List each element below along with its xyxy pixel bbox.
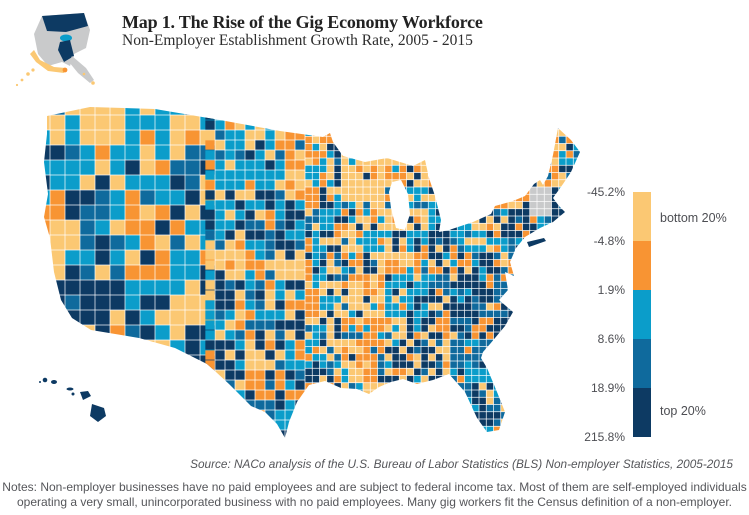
legend-tick: -45.2% <box>586 185 625 199</box>
legend-label-top20: top 20% <box>660 404 706 418</box>
legend-tick: 215.8% <box>584 430 625 444</box>
legend-tick: 8.6% <box>597 332 625 346</box>
legend-swatch <box>633 290 651 339</box>
us-choropleth-map <box>44 107 580 438</box>
long-island-shape <box>527 238 546 247</box>
legend-swatch <box>633 388 651 437</box>
legend-swatch <box>633 192 651 241</box>
alaska-inset-map <box>15 13 95 87</box>
lake-michigan-shape <box>389 180 410 230</box>
legend-swatch <box>633 241 651 290</box>
legend-color-bar <box>633 192 651 437</box>
legend-label-bottom20: bottom 20% <box>660 211 727 225</box>
page-title: Map 1. The Rise of the Gig Economy Workf… <box>122 12 483 32</box>
notes-text: Notes: Non-employer businesses have no p… <box>2 480 747 510</box>
legend-swatch <box>633 339 651 388</box>
legend-tick: 18.9% <box>590 381 625 395</box>
legend-tick: 1.9% <box>597 283 625 297</box>
hawaii-inset-map <box>39 377 106 422</box>
county-mosaic <box>44 107 580 438</box>
page-subtitle: Non-Employer Establishment Growth Rate, … <box>122 32 473 49</box>
legend-tick: -4.8% <box>593 234 625 248</box>
source-attribution: Source: NACo analysis of the U.S. Bureau… <box>190 457 733 471</box>
